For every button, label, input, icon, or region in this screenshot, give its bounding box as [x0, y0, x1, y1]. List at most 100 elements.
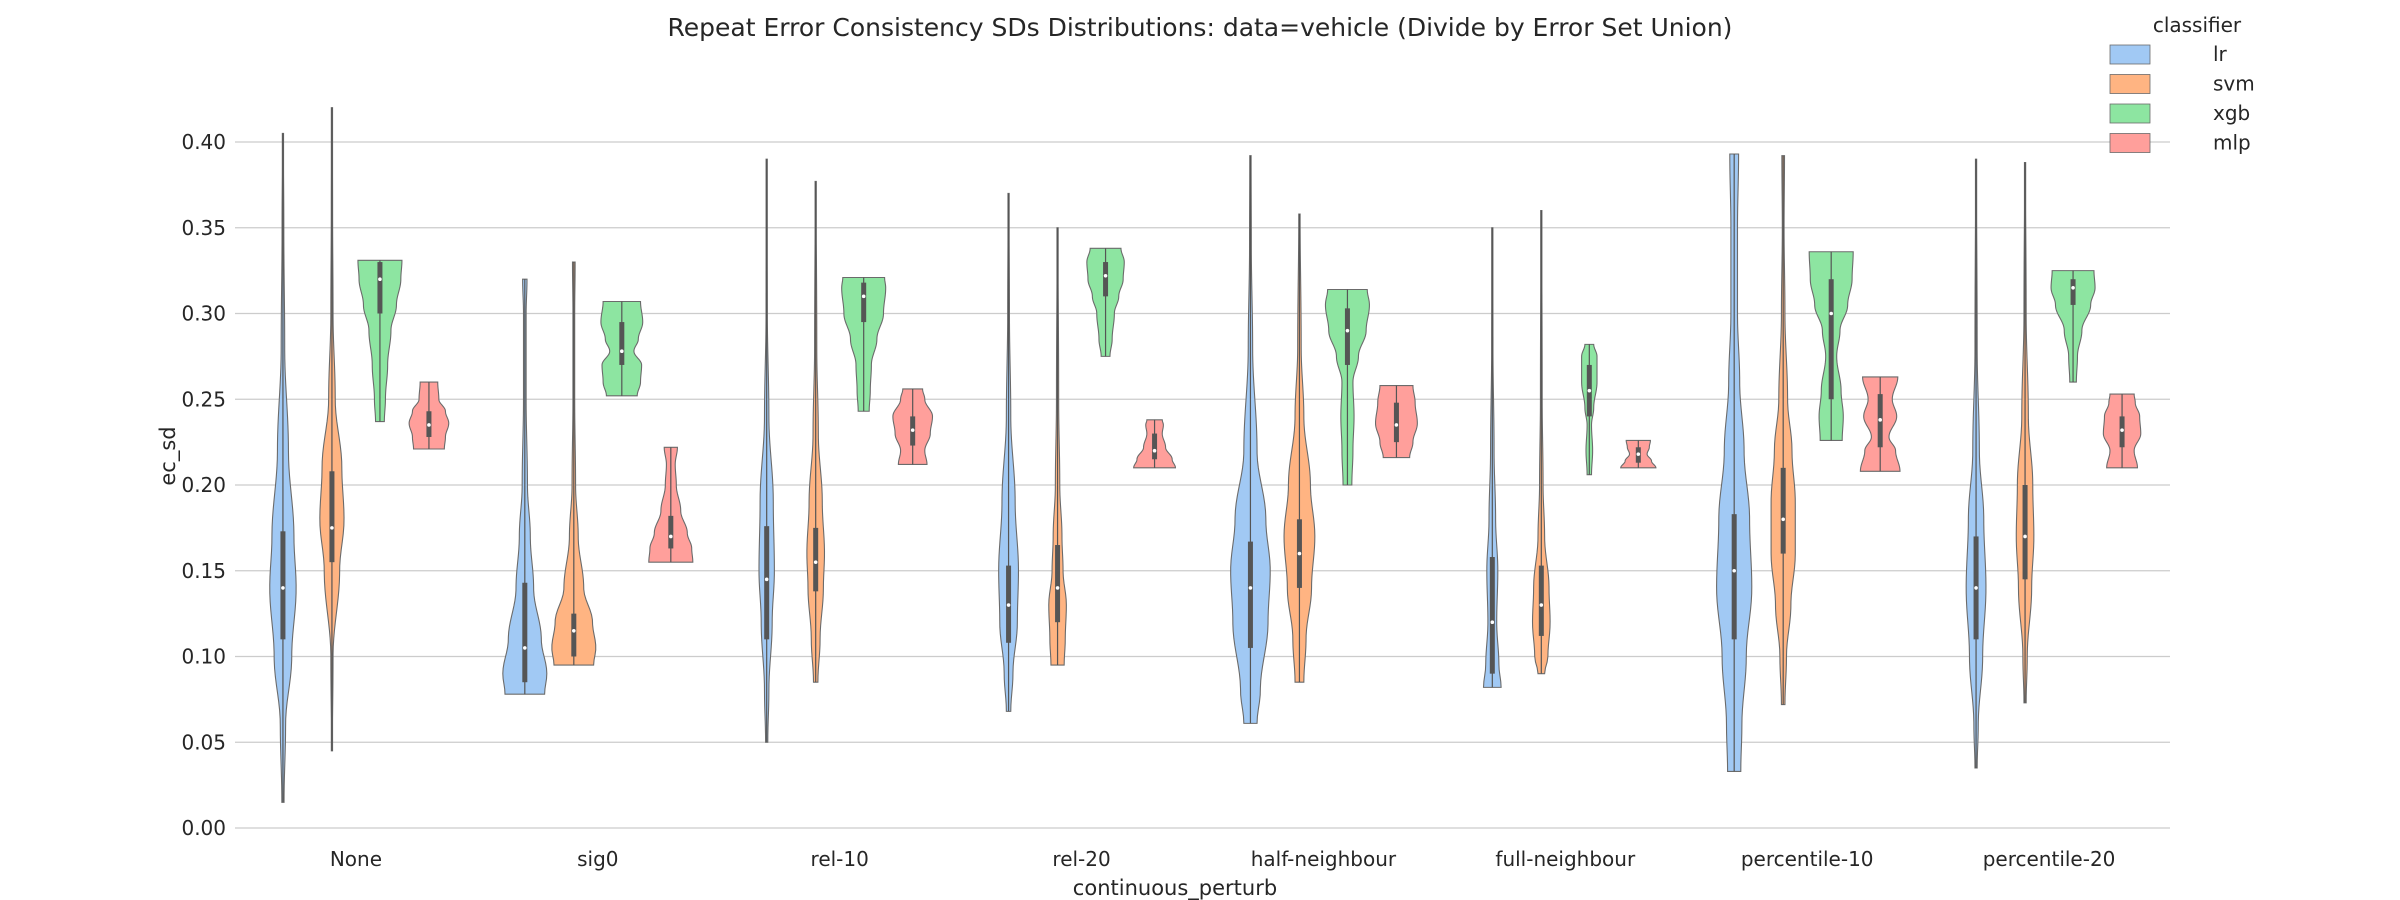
violin-svm-rel-10	[806, 180, 826, 683]
violin-iqr-box	[813, 527, 819, 592]
x-tick-label: sig0	[577, 847, 618, 871]
violin-svm-percentile-20	[2015, 162, 2035, 704]
violin-lr-None	[269, 132, 297, 803]
legend-label: lr	[2213, 42, 2228, 66]
violin-median	[1878, 418, 1882, 422]
violin-median	[572, 628, 576, 633]
y-tick-label: 0.25	[181, 387, 226, 411]
legend-label: mlp	[2213, 131, 2251, 155]
violin-median	[861, 294, 866, 299]
violin-median	[1732, 568, 1736, 573]
violin-lr-half-neighbour	[1230, 155, 1271, 724]
violin-mlp-percentile-10	[1859, 376, 1901, 472]
violin-mlp-rel-10	[892, 388, 934, 465]
y-tick-label: 0.20	[181, 473, 226, 497]
violin-median	[1539, 603, 1544, 607]
x-tick-label: rel-20	[1052, 847, 1110, 871]
violin-median	[1006, 603, 1011, 607]
violin-median	[1394, 423, 1399, 427]
violin-lr-sig0	[502, 278, 548, 695]
violin-svm-full-neighbour	[1531, 210, 1551, 675]
x-tick-label: full-neighbour	[1495, 847, 1636, 871]
violin-median	[813, 560, 818, 564]
violin-lr-percentile-10	[1716, 153, 1753, 772]
violin-iqr-box	[2022, 485, 2028, 580]
legend: classifier lr svm xgb mlp	[2109, 13, 2255, 155]
violin-median	[281, 586, 285, 590]
violin-xgb-full-neighbour	[1581, 343, 1598, 476]
violin-median	[1103, 273, 1108, 278]
violin-median	[378, 277, 382, 282]
legend-swatch	[2109, 74, 2151, 94]
legend-swatch	[2109, 133, 2151, 153]
legend-label: xgb	[2213, 101, 2250, 125]
violin-mlp-full-neighbour	[1620, 439, 1657, 469]
violin-iqr-box	[1103, 262, 1109, 297]
violin-iqr-box	[764, 526, 770, 640]
violin-median	[2071, 285, 2075, 290]
violin-svm-percentile-10	[1770, 155, 1796, 706]
violin-median	[1248, 586, 1253, 590]
y-tick-label: 0.10	[181, 645, 226, 669]
legend-item-xgb: xgb	[2109, 101, 2250, 125]
violin-iqr-box	[522, 582, 528, 683]
violin-mlp-rel-20	[1133, 419, 1177, 469]
violin-iqr-box	[571, 613, 577, 657]
x-axis-ticks: None sig0 rel-10 rel-20 half-neighbour full-n…	[330, 847, 2116, 871]
legend-item-svm: svm	[2109, 72, 2255, 96]
violin-xgb-rel-10	[841, 276, 887, 412]
x-tick-label: rel-10	[811, 847, 869, 871]
violin-median	[1490, 620, 1495, 624]
violin-xgb-None	[357, 259, 403, 423]
y-tick-label: 0.00	[181, 816, 226, 840]
violin-iqr-box	[329, 471, 335, 563]
violin-iqr-box	[1152, 433, 1158, 460]
legend-title: classifier	[2153, 13, 2242, 37]
x-tick-label: half-neighbour	[1251, 847, 1397, 871]
violin-median	[1636, 452, 1641, 456]
violin-iqr-box	[280, 531, 286, 640]
violin-median	[427, 423, 431, 427]
chart-title: Repeat Error Consistency SDs Distributio…	[668, 13, 1733, 42]
violin-median	[523, 646, 527, 650]
y-tick-label: 0.40	[181, 130, 226, 154]
violin-median	[669, 534, 673, 539]
violin-iqr-box	[1828, 279, 1834, 400]
violin-mlp-percentile-20	[2102, 393, 2142, 469]
violin-lr-percentile-20	[1965, 158, 1987, 769]
y-tick-label: 0.15	[181, 559, 226, 583]
violin-median	[1587, 388, 1592, 393]
y-tick-label: 0.05	[181, 730, 226, 754]
legend-swatch	[2109, 103, 2151, 124]
x-tick-label: percentile-20	[1983, 847, 2116, 871]
violin-svm-rel-20	[1048, 227, 1067, 666]
violin-median	[1829, 311, 1833, 316]
legend-label: svm	[2213, 72, 2255, 96]
violin-iqr-box	[1731, 514, 1737, 640]
violin-svm-half-neighbour	[1283, 213, 1316, 683]
legend-swatch	[2109, 44, 2151, 65]
violin-iqr-box	[1538, 565, 1544, 636]
violin-xgb-percentile-20	[2050, 270, 2096, 383]
legend-item-lr: lr	[2109, 42, 2228, 66]
violin-lr-full-neighbour	[1482, 227, 1502, 688]
violin-median	[1152, 448, 1157, 453]
violin-lr-rel-10	[758, 158, 775, 743]
legend-item-mlp: mlp	[2109, 131, 2251, 155]
violin-median	[1974, 586, 1978, 590]
violin-median	[910, 428, 915, 432]
violins	[269, 107, 2142, 803]
violin-iqr-box	[377, 262, 383, 314]
violin-iqr-box	[861, 282, 867, 323]
violin-iqr-box	[1247, 541, 1253, 648]
y-axis-ticks: 0.00 0.05 0.10 0.15 0.20 0.25 0.30 0.35 0.40	[181, 130, 226, 840]
violin-median	[1781, 517, 1785, 522]
violin-xgb-sig0	[600, 300, 644, 397]
violin-iqr-box	[2070, 279, 2076, 305]
violin-lr-rel-20	[998, 192, 1020, 712]
x-axis-label: continuous_perturb	[1073, 876, 1277, 900]
violin-svm-None	[319, 107, 345, 752]
violin-xgb-rel-20	[1086, 247, 1125, 357]
violin-median	[1345, 328, 1350, 333]
violin-iqr-box	[1393, 402, 1399, 443]
